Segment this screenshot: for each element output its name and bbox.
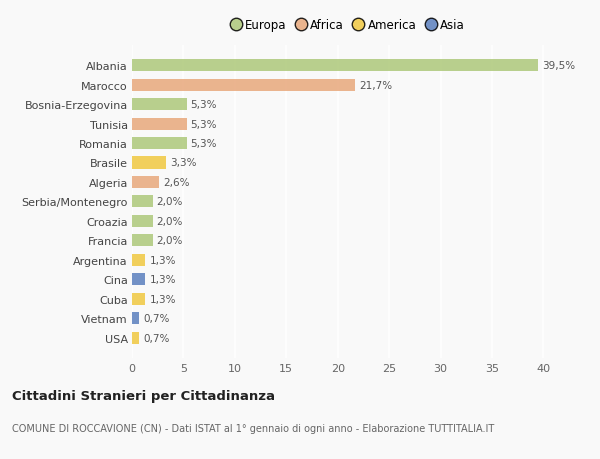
Text: COMUNE DI ROCCAVIONE (CN) - Dati ISTAT al 1° gennaio di ogni anno - Elaborazione: COMUNE DI ROCCAVIONE (CN) - Dati ISTAT a…: [12, 424, 494, 433]
Text: 5,3%: 5,3%: [191, 139, 217, 149]
Bar: [132, 196, 152, 208]
Text: 1,3%: 1,3%: [149, 294, 176, 304]
Bar: [132, 274, 145, 285]
Text: 5,3%: 5,3%: [191, 119, 217, 129]
Text: 2,0%: 2,0%: [157, 216, 183, 226]
Bar: [132, 332, 139, 344]
Text: 21,7%: 21,7%: [359, 80, 392, 90]
Bar: [132, 177, 159, 189]
Text: 2,6%: 2,6%: [163, 178, 190, 188]
Bar: [132, 99, 187, 111]
Bar: [132, 60, 538, 72]
Bar: [132, 118, 187, 130]
Text: 39,5%: 39,5%: [542, 61, 575, 71]
Legend: Europa, Africa, America, Asia: Europa, Africa, America, Asia: [226, 14, 470, 37]
Bar: [132, 157, 166, 169]
Text: 0,7%: 0,7%: [143, 313, 170, 324]
Text: 1,3%: 1,3%: [149, 274, 176, 285]
Text: 2,0%: 2,0%: [157, 197, 183, 207]
Bar: [132, 79, 355, 91]
Text: 2,0%: 2,0%: [157, 236, 183, 246]
Bar: [132, 235, 152, 247]
Bar: [132, 293, 145, 305]
Bar: [132, 254, 145, 266]
Text: 5,3%: 5,3%: [191, 100, 217, 110]
Bar: [132, 313, 139, 325]
Text: 3,3%: 3,3%: [170, 158, 197, 168]
Text: 0,7%: 0,7%: [143, 333, 170, 343]
Bar: [132, 138, 187, 150]
Bar: [132, 215, 152, 227]
Text: 1,3%: 1,3%: [149, 255, 176, 265]
Text: Cittadini Stranieri per Cittadinanza: Cittadini Stranieri per Cittadinanza: [12, 389, 275, 403]
